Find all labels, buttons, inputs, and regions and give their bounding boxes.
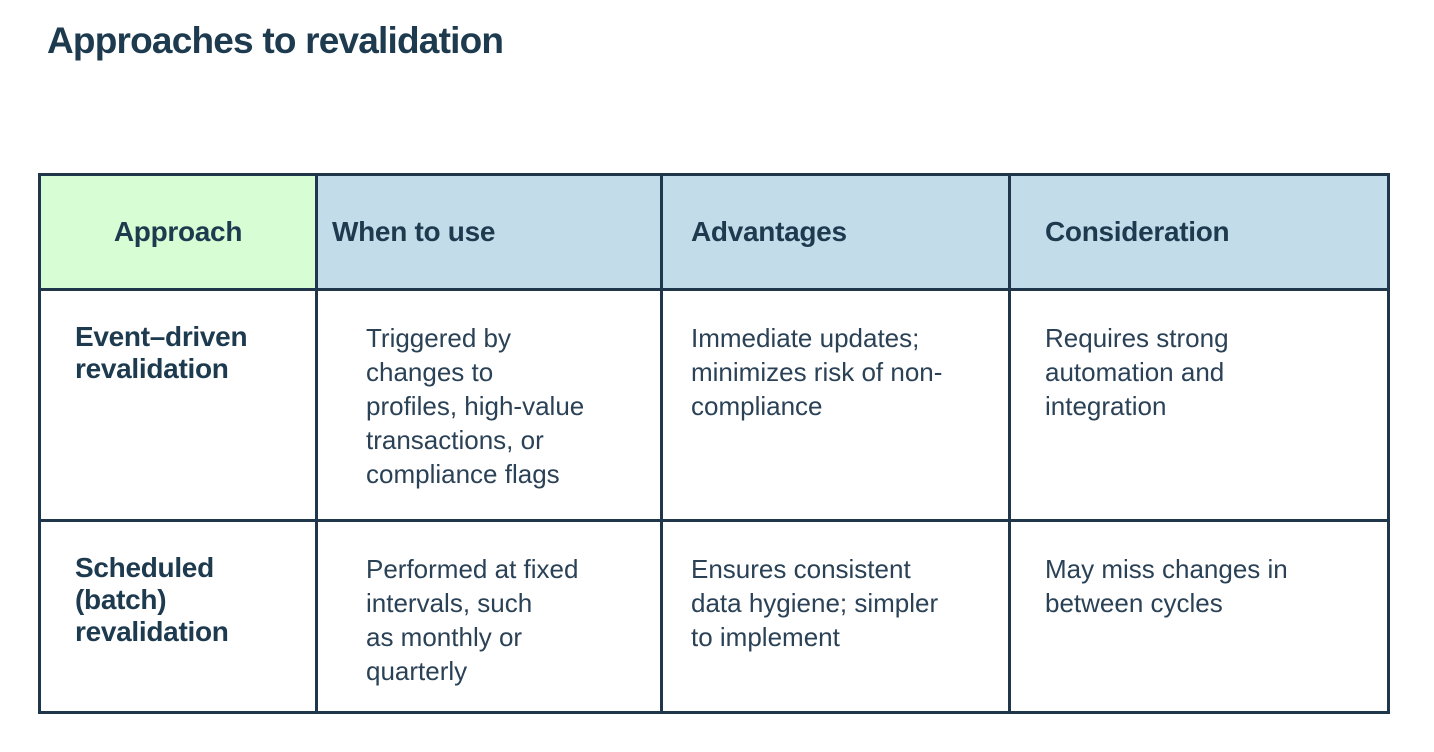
page-title: Approaches to revalidation bbox=[47, 20, 504, 61]
cell-approach-scheduled-batch: Scheduled (batch) revalidation bbox=[38, 519, 318, 714]
table-row-scheduled-batch: Scheduled (batch) revalidation Performed… bbox=[38, 519, 1390, 714]
cell-when-to-use-scheduled-batch: Performed at fixed intervals, such as mo… bbox=[315, 519, 663, 714]
table-header-row: Approach When to use Advantages Consider… bbox=[38, 173, 1390, 291]
cell-approach-event-driven: Event–driven revalidation bbox=[38, 288, 318, 522]
cell-consideration-event-driven: Requires strong automation and integrati… bbox=[1008, 288, 1390, 522]
cell-when-to-use-event-driven: Triggered by changes to profiles, high-v… bbox=[315, 288, 663, 522]
header-when-to-use: When to use bbox=[315, 173, 663, 291]
header-approach: Approach bbox=[38, 173, 318, 291]
header-consideration: Consideration bbox=[1008, 173, 1390, 291]
table-row-event-driven: Event–driven revalidation Triggered by c… bbox=[38, 288, 1390, 522]
header-advantages: Advantages bbox=[660, 173, 1011, 291]
revalidation-table: Approach When to use Advantages Consider… bbox=[38, 173, 1390, 714]
cell-advantages-scheduled-batch: Ensures consistent data hygiene; simpler… bbox=[660, 519, 1011, 714]
cell-advantages-event-driven: Immediate updates; minimizes risk of non… bbox=[660, 288, 1011, 522]
cell-consideration-scheduled-batch: May miss changes in between cycles bbox=[1008, 519, 1390, 714]
